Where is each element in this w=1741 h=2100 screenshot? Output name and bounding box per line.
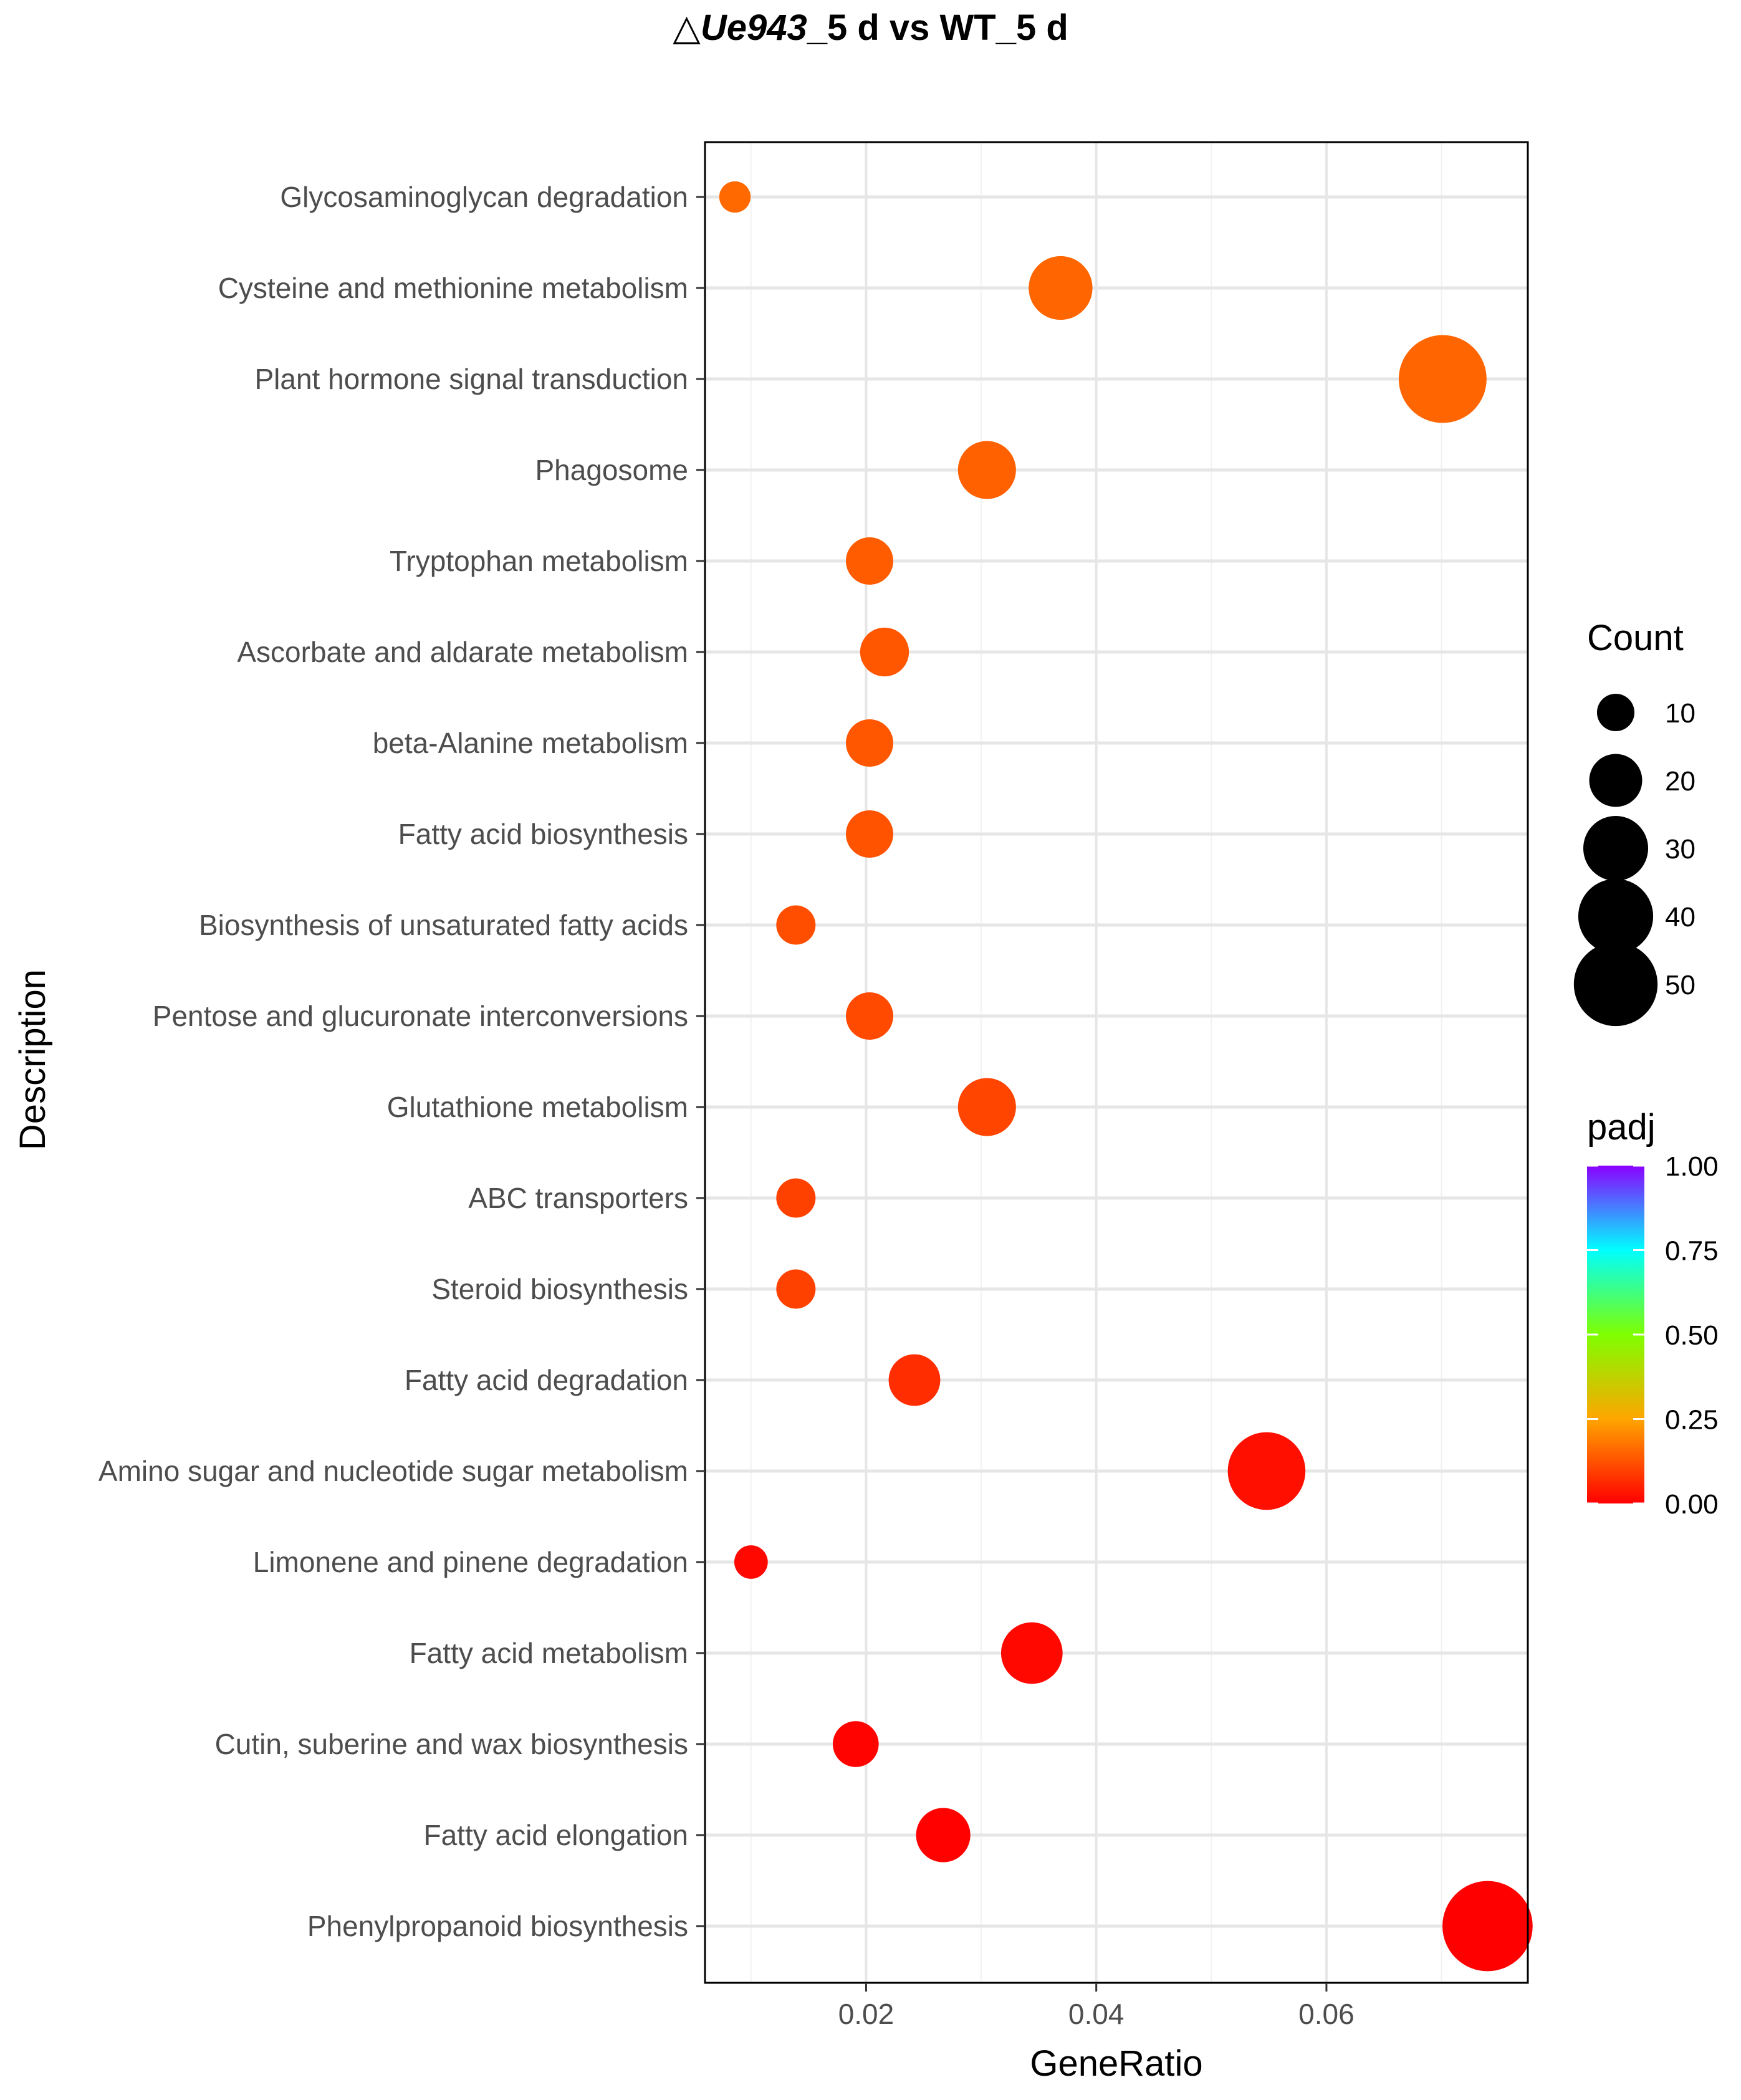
y-tick-label: Fatty acid metabolism xyxy=(410,1637,688,1669)
y-tick-label: Phenylpropanoid biosynthesis xyxy=(307,1910,688,1942)
title-gene: Ue943 xyxy=(700,7,807,48)
title-triangle: △ xyxy=(673,7,701,48)
data-point xyxy=(846,810,893,858)
data-point xyxy=(846,719,893,767)
count-legend-label: 40 xyxy=(1665,902,1695,933)
data-point xyxy=(846,537,893,585)
padj-tick-label: 0.00 xyxy=(1665,1489,1719,1520)
data-point xyxy=(1442,1881,1533,1972)
y-tick-label: Glycosaminoglycan degradation xyxy=(280,181,688,213)
data-point xyxy=(833,1721,879,1767)
x-tick-label: 0.06 xyxy=(1298,1998,1355,2030)
y-tick-label: Cysteine and methionine metabolism xyxy=(218,272,688,304)
x-axis-title: GeneRatio xyxy=(1030,2043,1202,2084)
padj-tick-label: 0.50 xyxy=(1665,1320,1719,1351)
padj-legend-title: padj xyxy=(1587,1107,1656,1148)
count-legend-title: Count xyxy=(1587,618,1684,658)
y-tick-label: Fatty acid degradation xyxy=(405,1364,688,1396)
data-point xyxy=(1029,256,1093,320)
count-legend-label: 50 xyxy=(1665,970,1695,1000)
count-legend-dot xyxy=(1583,815,1649,881)
grid-lines xyxy=(705,142,1528,1983)
y-tick-label: Limonene and pinene degradation xyxy=(253,1546,688,1578)
y-tick-label: Plant hormone signal transduction xyxy=(254,363,688,395)
data-point xyxy=(846,992,893,1040)
y-tick-label: Fatty acid elongation xyxy=(424,1819,689,1851)
y-tick-label: Ascorbate and aldarate metabolism xyxy=(237,636,688,668)
y-tick-label: Steroid biosynthesis xyxy=(431,1273,688,1305)
data-points xyxy=(719,181,1533,1972)
y-tick-label: Pentose and glucuronate interconversions xyxy=(153,1000,688,1032)
y-tick-label: ABC transporters xyxy=(468,1182,688,1214)
x-tick-label: 0.04 xyxy=(1068,1998,1125,2030)
padj-legend: padj 1.00 0.75 0.50 0.25 0.00 xyxy=(1587,1107,1719,1520)
data-point xyxy=(776,1178,816,1218)
y-tick-label: Fatty acid biosynthesis xyxy=(398,818,688,850)
y-axis: Glycosaminoglycan degradation Cysteine an… xyxy=(98,181,705,1942)
count-legend-dot xyxy=(1596,693,1635,732)
count-legend-dot xyxy=(1578,878,1654,954)
padj-tick-label: 1.00 xyxy=(1665,1151,1719,1182)
count-legend-label: 10 xyxy=(1665,698,1695,729)
data-point xyxy=(1227,1432,1306,1510)
y-tick-label: beta-Alanine metabolism xyxy=(373,727,688,759)
data-point xyxy=(1000,1622,1063,1684)
padj-tick-label: 0.25 xyxy=(1665,1405,1719,1436)
data-point xyxy=(860,627,909,677)
count-legend-dot xyxy=(1573,942,1658,1027)
data-point xyxy=(1398,335,1487,423)
plot-panel xyxy=(704,141,1529,1984)
data-point xyxy=(957,1078,1016,1136)
y-tick-label: Glutathione metabolism xyxy=(387,1091,688,1123)
count-legend-label: 20 xyxy=(1665,766,1695,797)
count-legend: Count 10 20 30 40 50 xyxy=(1573,618,1695,1027)
title-suffix: _5 d vs WT_5 d xyxy=(807,7,1068,48)
y-tick-label: Biosynthesis of unsaturated fatty acids xyxy=(199,909,688,941)
data-point xyxy=(776,905,816,945)
x-tick-label: 0.02 xyxy=(838,1998,894,2030)
data-point xyxy=(888,1354,941,1406)
y-tick-label: Phagosome xyxy=(535,454,689,486)
count-legend-label: 30 xyxy=(1665,834,1695,865)
padj-tick-label: 0.75 xyxy=(1665,1236,1719,1267)
data-point xyxy=(957,441,1016,499)
panel-background xyxy=(705,142,1528,1983)
count-legend-dot xyxy=(1589,754,1643,807)
data-point xyxy=(776,1269,816,1309)
data-point xyxy=(719,181,751,213)
y-axis-title: Description xyxy=(12,969,53,1150)
y-tick-label: Amino sugar and nucleotide sugar metabol… xyxy=(98,1455,688,1487)
x-axis: 0.02 0.04 0.06 xyxy=(838,1983,1355,2030)
data-point xyxy=(916,1808,971,1863)
y-tick-label: Tryptophan metabolism xyxy=(390,545,688,577)
y-tick-label: Cutin, suberine and wax biosynthesis xyxy=(215,1728,688,1760)
chart-title: △Ue943_5 d vs WT_5 d xyxy=(0,6,1741,49)
data-point xyxy=(734,1545,768,1579)
